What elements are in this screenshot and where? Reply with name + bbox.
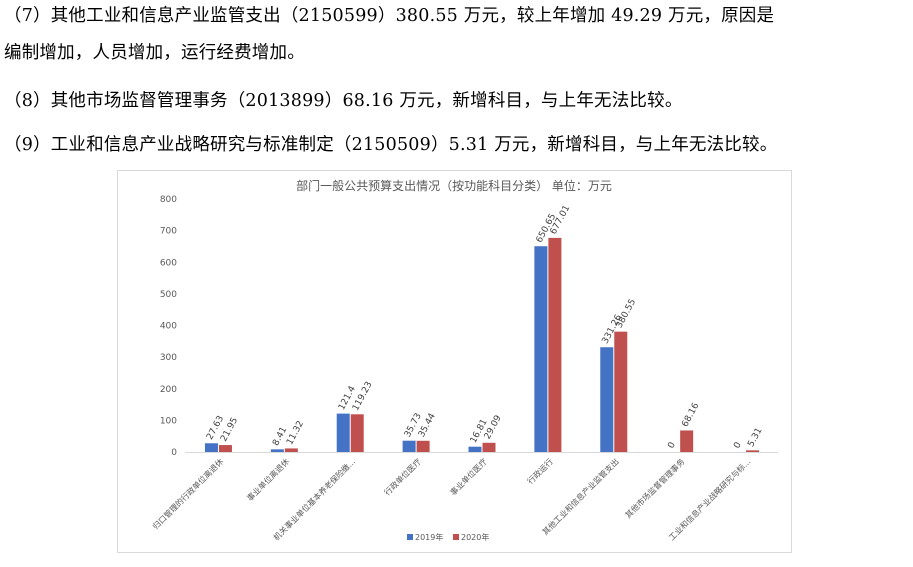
bar-2019	[336, 413, 350, 452]
legend-swatch	[407, 534, 413, 540]
bar-2019	[468, 446, 482, 452]
bar-2020	[548, 237, 562, 452]
y-tick-label: 300	[160, 353, 177, 363]
data-label: 11.32	[285, 419, 306, 446]
y-tick-label: 100	[160, 416, 177, 426]
data-label: 119.23	[351, 380, 375, 413]
bar-2020	[284, 448, 298, 452]
bar-chart: 部门一般公共预算支出情况（按功能科目分类） 单位：万元 0 100 200 300 40…	[150, 178, 778, 542]
bar-2020	[416, 440, 430, 452]
chart-title: 部门一般公共预算支出情况（按功能科目分类） 单位：万元	[296, 178, 612, 193]
bar-2020	[614, 331, 628, 452]
data-label: 68.16	[680, 401, 701, 429]
bar-2019	[270, 449, 284, 452]
y-tick-label: 600	[160, 258, 177, 268]
x-tick-label: 行政单位医疗	[382, 456, 423, 497]
bar-2019	[534, 246, 548, 452]
legend: 2019年 2020年	[407, 532, 489, 542]
legend-label: 2020年	[461, 532, 489, 542]
data-label: 8.41	[271, 425, 289, 447]
y-tick-label: 200	[160, 385, 177, 395]
bar-2020	[746, 450, 760, 452]
bar-2020	[350, 414, 364, 452]
bar-2020	[218, 445, 232, 452]
x-tick-label: 事业单位离退休	[245, 456, 292, 503]
bar-2019	[600, 347, 614, 452]
legend-label: 2019年	[415, 532, 443, 542]
x-tick-label: 其他工业和信息产业监管支出	[540, 456, 621, 537]
data-label: 0	[666, 440, 678, 450]
x-tick-label: 其他市场监督管理事务	[623, 456, 687, 520]
bar-2020	[482, 442, 496, 452]
x-tick-label: 归口管理的行政单位离退休	[150, 456, 225, 531]
paragraph-7-line1: （7）其他工业和信息产业监管支出（2150599）380.55 万元，较上年增加…	[4, 6, 775, 26]
data-label: 5.31	[746, 426, 764, 448]
x-tick-label: 事业单位医疗	[448, 456, 489, 497]
bar-2019	[204, 443, 218, 452]
paragraph-9: （9）工业和信息产业战略研究与标准制定（2150509）5.31 万元，新增科目…	[4, 135, 778, 155]
data-label: 380.55	[615, 298, 639, 331]
bar-2019	[402, 440, 416, 452]
y-axis: 0 100 200 300 400 500 600 700 800	[160, 195, 778, 458]
y-tick-label: 0	[171, 448, 177, 458]
y-tick-label: 400	[160, 322, 177, 332]
paragraph-8: （8）其他市场监督管理事务（2013899）68.16 万元，新增科目，与上年无…	[4, 91, 683, 111]
x-tick-label: 行政运行	[525, 456, 555, 486]
legend-swatch	[453, 534, 459, 540]
chart-container: 部门一般公共预算支出情况（按功能科目分类） 单位：万元 0 100 200 300 40…	[117, 170, 792, 553]
bar-2020	[680, 430, 694, 452]
y-tick-label: 800	[160, 195, 177, 205]
y-tick-label: 700	[160, 227, 177, 237]
y-tick-label: 500	[160, 290, 177, 300]
data-label: 0	[732, 440, 744, 450]
paragraph-7-line2: 编制增加，人员增加，运行经费增加。	[4, 43, 305, 63]
